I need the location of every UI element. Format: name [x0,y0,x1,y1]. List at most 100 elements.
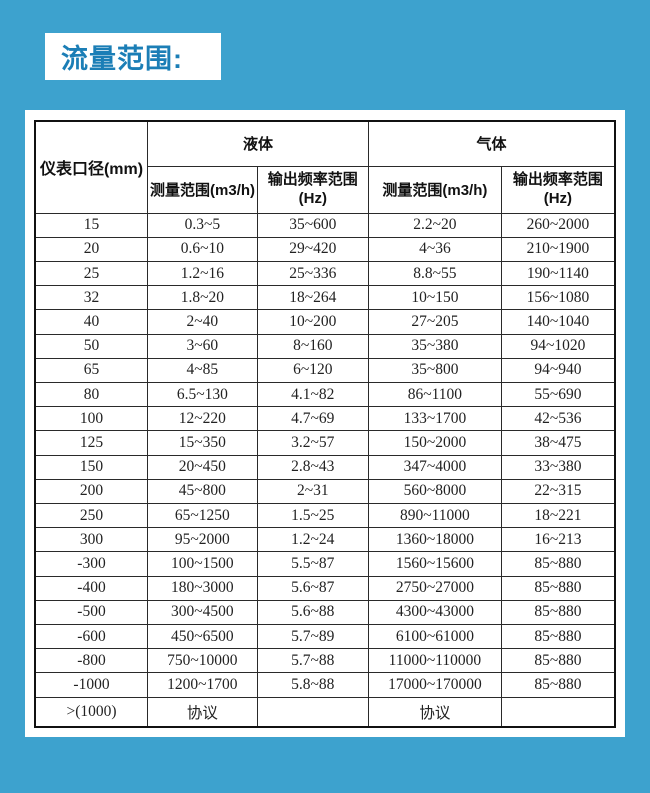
cell-gas-freq-range [500,696,616,728]
cell-gas-freq-range: 156~1080 [500,285,616,311]
cell-liquid-measure-range: 20~450 [147,454,258,480]
page-title-badge: 流量范围: [45,33,221,80]
cell-gas-freq-range: 18~221 [500,502,616,529]
header-liquid-freq-range: 输出频率范围 (Hz) [256,165,369,214]
cell-gas-freq-range: 94~1020 [500,333,616,359]
cell-diameter: 150 [34,454,149,480]
cell-liquid-freq-range: 4.1~82 [256,381,369,408]
cell-liquid-measure-range: 12~220 [147,406,258,432]
cell-liquid-freq-range: 2~31 [256,478,369,504]
cell-liquid-freq-range: 5.8~88 [256,672,369,698]
cell-gas-measure-range: 890~11000 [367,502,502,529]
cell-liquid-measure-range: 1.8~20 [147,285,258,311]
table-row: 150 20~450 2.8~43 347~4000 33~380 [34,454,616,480]
cell-gas-freq-range: 85~880 [500,623,616,650]
cell-gas-measure-range: 347~4000 [367,454,502,480]
cell-liquid-measure-range: 2~40 [147,309,258,335]
cell-liquid-freq-range: 25~336 [256,260,369,287]
cell-liquid-measure-range: 1.2~16 [147,260,258,287]
cell-liquid-freq-range: 8~160 [256,333,369,359]
table-row: -300 100~1500 5.5~87 1560~15600 85~880 [34,551,616,577]
cell-gas-measure-range: 35~800 [367,357,502,383]
cell-liquid-freq-range: 1.5~25 [256,502,369,529]
cell-gas-measure-range: 17000~170000 [367,672,502,698]
cell-liquid-measure-range: 180~3000 [147,575,258,601]
cell-gas-measure-range: 1560~15600 [367,551,502,577]
table-row: 250 65~1250 1.5~25 890~11000 18~221 [34,502,616,529]
cell-liquid-measure-range: 65~1250 [147,502,258,529]
cell-gas-freq-range: 260~2000 [500,212,616,238]
table-row: -1000 1200~1700 5.8~88 17000~170000 85~880 [34,672,616,698]
cell-diameter: -1000 [34,672,149,698]
cell-gas-measure-range: 6100~61000 [367,623,502,650]
cell-gas-freq-range: 85~880 [500,672,616,698]
cell-diameter: 40 [34,309,149,335]
cell-liquid-measure-range: 450~6500 [147,623,258,650]
cell-liquid-measure-range: 45~800 [147,478,258,504]
cell-liquid-measure-range: 750~10000 [147,648,258,674]
cell-gas-measure-range: 86~1100 [367,381,502,408]
table-row: -400 180~3000 5.6~87 2750~27000 85~880 [34,575,616,601]
cell-gas-freq-range: 85~880 [500,575,616,601]
cell-gas-freq-range: 16~213 [500,527,616,553]
cell-liquid-freq-range: 1.2~24 [256,527,369,553]
cell-gas-freq-range: 38~475 [500,430,616,456]
cell-diameter: -400 [34,575,149,601]
cell-liquid-freq-range: 4.7~69 [256,406,369,432]
table-row: 25 1.2~16 25~336 8.8~55 190~1140 [34,260,616,287]
cell-liquid-measure-range: 15~350 [147,430,258,456]
cell-gas-freq-range: 210~1900 [500,236,616,262]
cell-diameter: 15 [34,212,149,238]
table-row: 65 4~85 6~120 35~800 94~940 [34,357,616,383]
header-diameter: 仪表口径(mm) [34,120,149,214]
cell-gas-freq-range: 33~380 [500,454,616,480]
cell-liquid-freq-range [256,696,369,728]
header-liquid-group: 液体 [147,120,369,167]
cell-diameter: 300 [34,527,149,553]
cell-gas-freq-range: 42~536 [500,406,616,432]
table-row: 80 6.5~130 4.1~82 86~1100 55~690 [34,381,616,408]
header-gas-freq-unit: (Hz) [543,189,573,207]
table-row: 200 45~800 2~31 560~8000 22~315 [34,478,616,504]
cell-diameter: >(1000) [34,696,149,728]
cell-gas-measure-range: 150~2000 [367,430,502,456]
table-row: 40 2~40 10~200 27~205 140~1040 [34,309,616,335]
cell-gas-measure-range: 4~36 [367,236,502,262]
cell-liquid-freq-range: 10~200 [256,309,369,335]
cell-diameter: 50 [34,333,149,359]
cell-diameter: 32 [34,285,149,311]
cell-liquid-measure-range: 4~85 [147,357,258,383]
cell-diameter: 25 [34,260,149,287]
spec-panel: 仪表口径(mm) 液体 气体 测量范围(m3/h) 输出频率范围 (Hz) 测量… [25,110,625,737]
header-gas-measure-range: 测量范围(m3/h) [367,165,502,214]
table-row: -600 450~6500 5.7~89 6100~61000 85~880 [34,623,616,650]
cell-liquid-measure-range: 95~2000 [147,527,258,553]
table-body: 15 0.3~5 35~600 2.2~20 260~2000 20 0.6~10 29~42… [34,212,616,728]
table-row: >(1000) 协议 协议 [34,696,616,728]
header-liquid-freq-unit: (Hz) [298,189,327,207]
table-row: -800 750~10000 5.7~88 11000~110000 85~880 [34,648,616,674]
cell-liquid-freq-range: 18~264 [256,285,369,311]
flow-range-table: 仪表口径(mm) 液体 气体 测量范围(m3/h) 输出频率范围 (Hz) 测量… [34,120,616,728]
table-row: 32 1.8~20 18~264 10~150 156~1080 [34,285,616,311]
cell-diameter: 20 [34,236,149,262]
page-title: 流量范围: [61,44,183,74]
cell-gas-measure-range: 35~380 [367,333,502,359]
table-row: 100 12~220 4.7~69 133~1700 42~536 [34,406,616,432]
cell-liquid-measure-range: 1200~1700 [147,672,258,698]
cell-diameter: 65 [34,357,149,383]
cell-liquid-measure-range: 300~4500 [147,599,258,625]
table-row: 125 15~350 3.2~57 150~2000 38~475 [34,430,616,456]
cell-liquid-measure-range: 6.5~130 [147,381,258,408]
cell-gas-measure-range: 560~8000 [367,478,502,504]
cell-gas-measure-range: 133~1700 [367,406,502,432]
cell-gas-measure-range: 27~205 [367,309,502,335]
cell-diameter: -800 [34,648,149,674]
cell-liquid-measure-range: 0.3~5 [147,212,258,238]
header-liquid-measure-range: 测量范围(m3/h) [147,165,258,214]
header-liquid-freq-label: 输出频率范围 [267,170,358,188]
header-sub-row: 测量范围(m3/h) 输出频率范围 (Hz) 测量范围(m3/h) 输出频率范围… [35,165,616,214]
cell-diameter: 200 [34,478,149,504]
cell-liquid-freq-range: 29~420 [256,236,369,262]
